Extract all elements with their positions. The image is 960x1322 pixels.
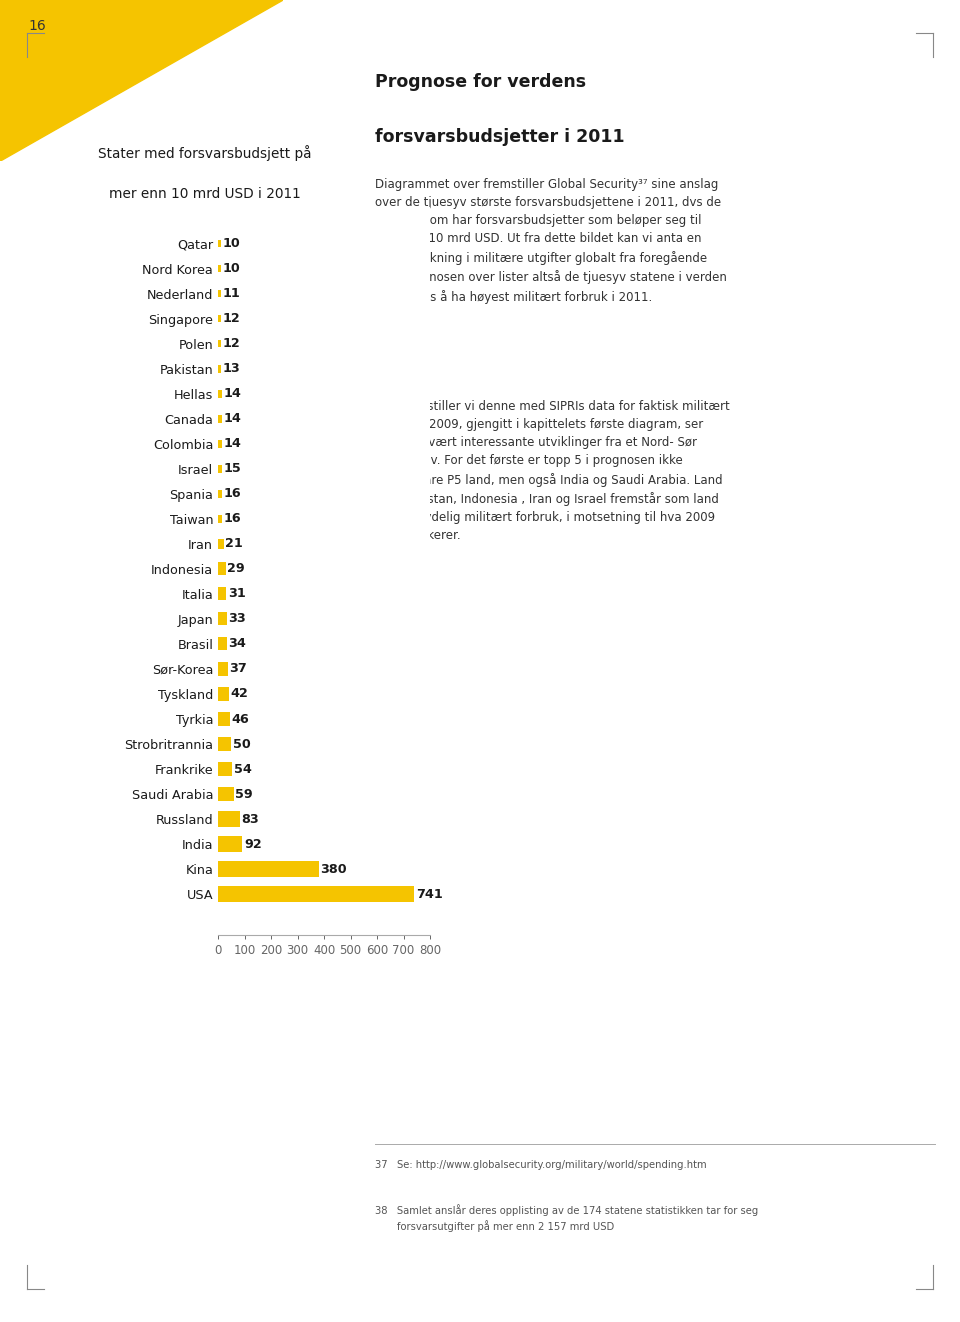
Bar (218, 637, 227, 650)
Bar (218, 465, 222, 473)
Text: Sammenstiller vi denne med SIPRIs data for faktisk militært
forbruk i 2009, gjen: Sammenstiller vi denne med SIPRIs data f… (375, 401, 731, 542)
Text: 16: 16 (29, 20, 46, 33)
Bar (218, 241, 221, 247)
Text: 46: 46 (231, 713, 250, 726)
Bar (218, 365, 222, 373)
Bar (218, 390, 222, 398)
Bar (218, 662, 228, 677)
Text: 37: 37 (229, 662, 247, 676)
Text: 14: 14 (224, 438, 241, 451)
Bar (218, 837, 242, 851)
Text: 14: 14 (224, 412, 241, 426)
Text: 42: 42 (230, 687, 249, 701)
Bar (218, 562, 226, 575)
Text: 33: 33 (228, 612, 246, 625)
Text: 21: 21 (226, 537, 243, 550)
Text: 16: 16 (224, 513, 242, 525)
Bar (218, 290, 221, 297)
Polygon shape (0, 0, 283, 161)
Text: 13: 13 (223, 362, 241, 375)
Text: 92: 92 (244, 838, 262, 850)
Bar (218, 787, 233, 801)
Bar (218, 315, 221, 323)
Text: forsvarsbudsjetter i 2011: forsvarsbudsjetter i 2011 (375, 128, 625, 147)
Text: 59: 59 (235, 788, 253, 801)
Text: 54: 54 (234, 763, 252, 776)
Text: 10: 10 (223, 262, 240, 275)
Bar (218, 266, 221, 272)
Text: 14: 14 (224, 387, 241, 401)
Text: 10: 10 (223, 237, 240, 250)
Text: Prognose for verdens: Prognose for verdens (375, 73, 587, 91)
Text: Diagrammet over fremstiller Global Security³⁷ sine anslag
over de tjuesyv størst: Diagrammet over fremstiller Global Secur… (375, 178, 728, 304)
Bar (218, 886, 415, 902)
Text: 741: 741 (416, 887, 443, 900)
Bar (218, 686, 229, 701)
Text: 380: 380 (321, 863, 347, 875)
Bar (218, 761, 232, 776)
Bar (218, 587, 227, 600)
Text: mer enn 10 mrd USD i 2011: mer enn 10 mrd USD i 2011 (108, 188, 300, 201)
Bar (218, 812, 240, 826)
Bar (218, 340, 221, 348)
Bar (218, 736, 231, 751)
Text: 37   Se: http://www.globalsecurity.org/military/world/spending.htm: 37 Se: http://www.globalsecurity.org/mil… (375, 1161, 707, 1170)
Bar (218, 612, 227, 625)
Bar (218, 490, 223, 498)
Bar (218, 538, 224, 549)
Bar (218, 415, 222, 423)
Text: 50: 50 (233, 738, 251, 751)
Text: 38   Samlet anslår deres opplisting av de 174 statene statistikken tar for seg
 : 38 Samlet anslår deres opplisting av de … (375, 1203, 758, 1232)
Text: 15: 15 (224, 463, 241, 476)
Text: 11: 11 (223, 287, 240, 300)
Text: 16: 16 (224, 488, 242, 500)
Text: 12: 12 (223, 312, 241, 325)
Text: 83: 83 (242, 813, 259, 825)
Bar (218, 711, 230, 726)
Text: Stater med forsvarsbudsjett på: Stater med forsvarsbudsjett på (98, 145, 311, 161)
Text: 31: 31 (228, 587, 246, 600)
Bar (218, 862, 319, 876)
Bar (218, 440, 222, 448)
Text: 29: 29 (228, 562, 245, 575)
Bar (218, 514, 223, 522)
Text: 12: 12 (223, 337, 241, 350)
Text: 34: 34 (228, 637, 247, 650)
